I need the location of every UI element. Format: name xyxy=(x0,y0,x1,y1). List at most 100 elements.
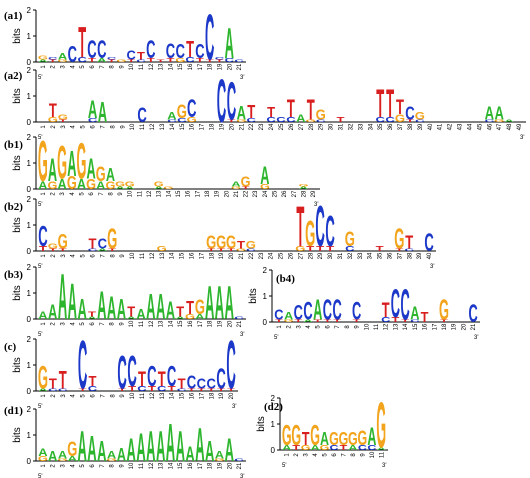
position-label: 20 xyxy=(229,123,235,130)
position-label: 17 xyxy=(200,123,206,130)
logo-letter-C: C xyxy=(246,248,256,252)
logo-letter-A: A xyxy=(98,96,107,128)
position-label: 33 xyxy=(358,252,364,259)
logo-letter-T: T xyxy=(157,59,165,63)
logo-letter-T: T xyxy=(138,366,146,390)
logo-letter-T: T xyxy=(217,248,225,252)
logo-letter-G: G xyxy=(48,242,58,250)
logo-letter-T: T xyxy=(247,103,255,122)
logo-letter-A: A xyxy=(38,59,48,63)
logo-letter-C: C xyxy=(234,59,244,63)
position-label: 5 xyxy=(80,65,86,69)
logo-letter-A: A xyxy=(68,274,77,330)
position-label: 10 xyxy=(129,462,135,469)
logo-letter-A: A xyxy=(225,19,234,68)
position-label: 5 xyxy=(323,453,329,457)
logo-letter-C: C xyxy=(424,230,433,258)
logo-letter-C: C xyxy=(401,280,410,329)
position-label: 10 xyxy=(129,320,135,327)
position-label: 9 xyxy=(119,464,125,468)
logo-letter-T: T xyxy=(306,245,315,253)
logo-letter-G: G xyxy=(260,183,270,191)
position-label: 7 xyxy=(341,453,347,457)
position-label: 19 xyxy=(217,320,223,327)
logo-letter-G: G xyxy=(439,294,449,326)
position-label: 1 xyxy=(41,192,47,196)
logo-letter-C: C xyxy=(274,307,283,323)
position-label: 13 xyxy=(393,323,399,330)
position-label: 31 xyxy=(339,123,345,130)
position-label: 2 xyxy=(287,325,293,329)
logo-letter-T: T xyxy=(227,388,235,392)
logo-letter-G: G xyxy=(195,294,205,318)
position-label: 12 xyxy=(150,123,156,130)
position-label: 13 xyxy=(159,462,165,469)
logo-letter-G: G xyxy=(206,234,216,253)
logo-letter-G: G xyxy=(58,229,68,253)
position-label: 8 xyxy=(345,325,351,329)
position-label: 8 xyxy=(110,464,116,468)
position-label: 2 xyxy=(51,464,57,468)
logo-letter-G: G xyxy=(306,119,316,123)
logo-letter-G: G xyxy=(394,223,404,255)
position-label: 6 xyxy=(325,325,331,329)
position-label: 21 xyxy=(237,63,243,70)
logo-letter-A: A xyxy=(136,306,145,322)
position-label: 30 xyxy=(329,123,335,130)
logo-letter-G: G xyxy=(282,419,292,451)
three-prime-label: 3' xyxy=(240,75,244,81)
position-label: 5 xyxy=(81,125,87,129)
logo-letter-T: T xyxy=(340,444,349,452)
logo-letter-C: C xyxy=(58,388,68,392)
logo-letter-G: G xyxy=(395,112,405,125)
logo-letter-T: T xyxy=(59,367,67,395)
position-label: 32 xyxy=(348,123,354,130)
position-label: 24 xyxy=(263,190,269,197)
position-label: 19 xyxy=(219,252,225,259)
logo-letter-A: A xyxy=(146,422,155,471)
logo-letter-A: A xyxy=(299,186,309,190)
logo-letter-A: A xyxy=(98,248,108,252)
logo-letter-C: C xyxy=(345,245,355,253)
logo-letter-A: A xyxy=(367,423,376,451)
position-label: 26 xyxy=(289,123,295,130)
position-label: 8 xyxy=(110,254,116,258)
logo-letter-A: A xyxy=(97,58,106,64)
position-label: 5 xyxy=(79,192,85,196)
logo-letter-T: T xyxy=(158,366,166,390)
logo-letter-C: C xyxy=(247,118,256,124)
logo-letter-T: T xyxy=(227,248,235,252)
logo-letter-G: G xyxy=(157,245,167,253)
position-label: 4 xyxy=(71,125,77,129)
five-prime-label: 5' xyxy=(38,75,42,81)
position-label: 17 xyxy=(195,190,201,197)
position-label: 11 xyxy=(140,392,146,399)
logo-letter-G: G xyxy=(299,183,309,187)
y-tick-label: 1 xyxy=(27,92,32,101)
logo-letter-G: G xyxy=(226,234,236,253)
position-label: 49 xyxy=(517,123,523,130)
logo-letter-A: A xyxy=(107,448,117,461)
logo-letter-A: A xyxy=(225,433,234,468)
logo-letter-G: G xyxy=(358,425,368,450)
logo-letter-G: G xyxy=(107,223,117,255)
position-label: 16 xyxy=(189,392,195,399)
logo-letter-T: T xyxy=(108,248,116,252)
logo-letter-A: A xyxy=(58,52,67,62)
position-label: 7 xyxy=(100,65,106,69)
position-label: 10 xyxy=(130,252,136,259)
logo-letter-A: A xyxy=(87,428,96,469)
logo-letter-T: T xyxy=(187,388,195,392)
y-tick-label: 0 xyxy=(27,185,32,194)
logo-letter-C: C xyxy=(97,37,106,65)
position-label: 3 xyxy=(61,65,67,69)
logo-letter-C: C xyxy=(127,347,136,396)
position-label: 5 xyxy=(81,254,87,258)
position-label: 23 xyxy=(253,190,259,197)
logo-letter-T: T xyxy=(242,186,250,190)
logo-letter-C: C xyxy=(286,116,296,124)
logo-letter-C: C xyxy=(177,388,187,392)
position-label: 10 xyxy=(129,63,135,70)
position-label: 37 xyxy=(397,252,403,259)
logo-letter-C: C xyxy=(88,118,97,124)
